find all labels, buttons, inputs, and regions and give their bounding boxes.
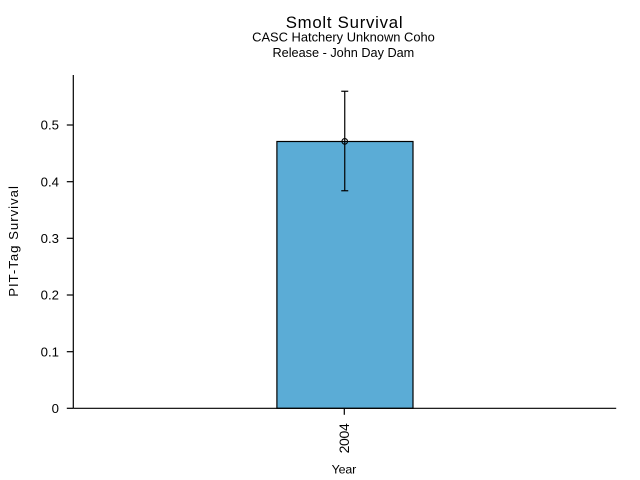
svg-text:0.1: 0.1 [41, 344, 59, 359]
svg-text:Release - John Day Dam: Release - John Day Dam [273, 46, 415, 60]
svg-text:0.5: 0.5 [41, 118, 59, 133]
svg-text:CASC Hatchery Unknown Coho: CASC Hatchery Unknown Coho [252, 29, 435, 44]
svg-text:PIT-Tag Survival: PIT-Tag Survival [6, 185, 21, 297]
svg-text:0.2: 0.2 [41, 288, 59, 303]
svg-text:Smolt Survival: Smolt Survival [286, 13, 404, 32]
svg-text:0.4: 0.4 [41, 174, 59, 189]
svg-text:2004: 2004 [336, 423, 352, 453]
svg-text:0: 0 [52, 401, 59, 416]
svg-text:0.3: 0.3 [41, 231, 59, 246]
svg-text:Year: Year [332, 463, 357, 477]
